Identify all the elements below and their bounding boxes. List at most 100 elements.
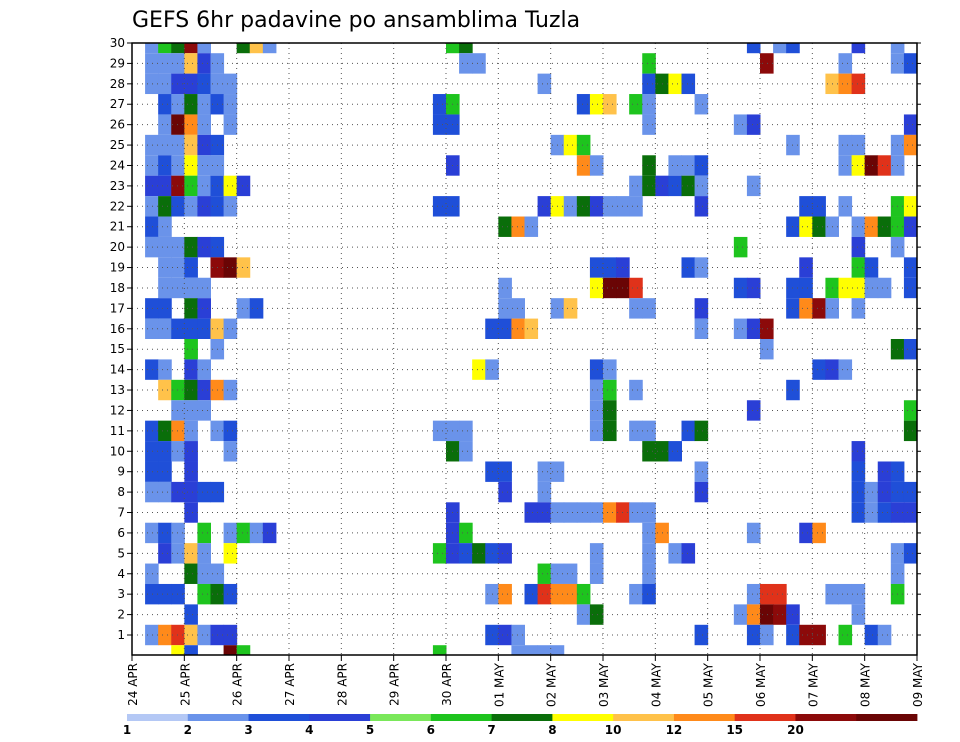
heatmap-cell: [197, 522, 211, 544]
x-axis: 24 APR 25 APR 26 APR 27 APR 28 APR 29 APR 30 A…: [126, 655, 925, 707]
heatmap-cell: [799, 624, 813, 646]
heatmap-cell: [694, 624, 709, 646]
heatmap-cell: [550, 645, 565, 655]
heatmap-cell: [746, 114, 761, 135]
heatmap-cell: [589, 543, 604, 564]
heatmap-cell: [851, 216, 866, 237]
heatmap-cell: [184, 502, 198, 523]
heatmap-cell: [145, 583, 159, 605]
heatmap-cell: [629, 196, 643, 217]
x-tick-label: 05 MAY: [702, 662, 716, 707]
heatmap-cell: [223, 114, 238, 135]
heatmap-cell: [145, 563, 159, 584]
heatmap-cell: [197, 583, 211, 605]
colorbar-label: 15: [726, 723, 743, 737]
heatmap-cell: [171, 379, 185, 401]
heatmap-cell: [432, 645, 447, 655]
heatmap-cell: [197, 543, 211, 564]
heatmap-cell: [184, 400, 198, 421]
heatmap-cell: [903, 400, 918, 421]
heatmap-cell: [589, 94, 604, 115]
heatmap-cell: [576, 155, 591, 176]
heatmap-cell: [171, 481, 185, 503]
heatmap-cell: [812, 196, 826, 217]
heatmap-cell: [184, 155, 198, 176]
heatmap-cell: [589, 277, 604, 299]
heatmap-cell: [262, 43, 277, 54]
heatmap-cell: [537, 461, 552, 482]
heatmap-cell: [877, 216, 892, 237]
heatmap-cell: [877, 155, 892, 176]
heatmap-cell: [589, 257, 604, 278]
heatmap-cell: [184, 379, 198, 401]
heatmap-cell: [877, 461, 892, 482]
heatmap-cell: [184, 94, 198, 115]
heatmap-cell: [903, 543, 918, 564]
heatmap-cell: [145, 196, 159, 217]
heatmap-cell: [459, 53, 473, 74]
heatmap-cell: [760, 583, 774, 605]
x-tick-label: 24 APR: [126, 663, 140, 706]
heatmap-cell: [184, 43, 198, 54]
heatmap-cell: [851, 134, 866, 156]
heatmap-cell: [799, 522, 813, 544]
heatmap-cell: [223, 318, 238, 339]
heatmap-cell: [262, 522, 277, 544]
heatmap-cell: [472, 53, 486, 74]
heatmap-cell: [171, 441, 185, 462]
heatmap-cell: [145, 236, 159, 258]
heatmap-cell: [864, 502, 879, 523]
heatmap-cell: [629, 175, 643, 197]
colorbar-label: 12: [666, 723, 683, 737]
heatmap-cell: [812, 216, 826, 237]
colorbar-swatch: [795, 714, 857, 721]
heatmap-cell: [184, 339, 198, 360]
heatmap-cell: [171, 318, 185, 339]
y-tick-label: 22: [110, 199, 125, 213]
heatmap-cell: [236, 257, 251, 278]
heatmap-cell: [903, 420, 918, 442]
x-tick-label: 27 APR: [283, 663, 297, 706]
heatmap-cell: [432, 543, 447, 564]
heatmap-cell: [903, 481, 918, 503]
heatmap-cell: [524, 216, 539, 237]
heatmap-cell: [681, 257, 696, 278]
heatmap-cell: [236, 175, 251, 197]
heatmap-cell: [171, 236, 185, 258]
heatmap-cell: [642, 583, 656, 605]
y-tick-label: 29: [110, 56, 125, 70]
heatmap-cell: [524, 502, 539, 523]
heatmap-cell: [576, 583, 591, 605]
heatmap-cell: [459, 522, 473, 544]
heatmap-cell: [812, 298, 826, 319]
heatmap-cell: [158, 94, 172, 115]
heatmap-cell: [668, 543, 682, 564]
heatmap-cell: [184, 563, 198, 584]
heatmap-cell: [851, 155, 866, 176]
y-tick-label: 8: [117, 485, 125, 499]
heatmap-cell: [432, 196, 447, 217]
heatmap-cell: [642, 563, 656, 584]
heatmap-cell: [158, 441, 172, 462]
heatmap-cell: [197, 318, 211, 339]
heatmap-cell: [603, 400, 617, 421]
heatmap-cell: [799, 298, 813, 319]
y-tick-label: 6: [117, 526, 125, 540]
y-tick-label: 11: [110, 424, 125, 438]
heatmap-cell: [158, 134, 172, 156]
heatmap-cell: [145, 53, 159, 74]
heatmap-cell: [537, 73, 552, 95]
x-tick-label: 30 APR: [440, 663, 454, 706]
heatmap-cell: [746, 175, 761, 197]
heatmap-cell: [629, 379, 643, 401]
heatmap-cell: [877, 624, 892, 646]
heatmap-cell: [145, 155, 159, 176]
heatmap-cell: [184, 236, 198, 258]
heatmap-cell: [746, 318, 761, 339]
heatmap-cell: [498, 216, 512, 237]
heatmap-cell: [668, 441, 682, 462]
heatmap-cell: [760, 339, 774, 360]
heatmap-cell: [498, 543, 512, 564]
heatmap-cell: [184, 257, 198, 278]
heatmap-cell: [432, 94, 447, 115]
